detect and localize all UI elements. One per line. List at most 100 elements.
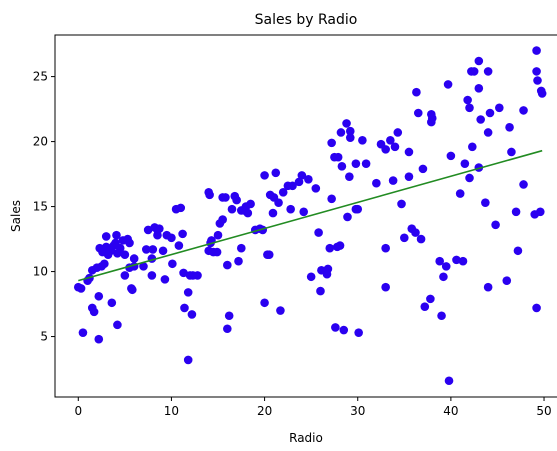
data-point-27 (120, 250, 130, 259)
data-point-167 (444, 376, 454, 386)
data-point-116 (325, 243, 335, 253)
data-point-158 (426, 294, 435, 304)
data-point-77 (224, 311, 234, 321)
data-point-1 (76, 284, 86, 293)
y-axis-label: Sales (9, 200, 23, 232)
data-point-2 (78, 328, 88, 337)
data-point-136 (358, 135, 367, 145)
data-point-144 (388, 176, 398, 185)
data-point-126 (339, 325, 349, 335)
data-point-122 (333, 152, 343, 162)
data-point-193 (511, 207, 521, 217)
data-point-170 (455, 189, 465, 198)
data-point-164 (439, 272, 448, 282)
data-point-153 (412, 87, 421, 97)
plot-area (73, 46, 547, 386)
x-axis: 0 10 20 30 40 50 (74, 397, 552, 418)
data-point-41 (148, 245, 158, 254)
data-point-45 (155, 224, 164, 233)
data-point-152 (411, 228, 420, 237)
data-point-173 (463, 95, 472, 105)
data-point-142 (381, 282, 390, 292)
data-point-156 (418, 164, 428, 174)
y-tick-label: 20 (33, 135, 48, 149)
data-point-87 (246, 199, 255, 209)
data-point-182 (476, 115, 485, 124)
data-point-149 (404, 147, 414, 157)
x-axis-label: Radio (289, 431, 323, 445)
data-point-123 (335, 241, 345, 250)
data-point-175 (465, 103, 474, 113)
data-point-81 (234, 256, 243, 266)
data-point-137 (361, 159, 371, 168)
data-point-202 (536, 207, 545, 217)
data-point-55 (179, 268, 188, 278)
data-point-165 (441, 262, 451, 271)
data-point-107 (299, 207, 309, 217)
data-point-174 (465, 173, 474, 183)
data-point-133 (351, 159, 361, 168)
data-point-129 (345, 172, 354, 181)
data-point-179 (474, 83, 484, 93)
y-axis: 5 10 15 20 25 (33, 70, 55, 344)
data-point-131 (345, 126, 355, 136)
data-point-58 (183, 355, 193, 365)
data-point-75 (223, 260, 232, 270)
data-point-49 (167, 233, 176, 243)
data-point-25 (115, 243, 125, 253)
plot-frame (54, 34, 557, 398)
data-point-56 (180, 303, 189, 313)
data-point-19 (107, 298, 117, 308)
data-point-192 (507, 147, 516, 157)
data-point-148 (400, 233, 409, 243)
data-point-162 (435, 256, 445, 266)
data-point-191 (505, 122, 514, 132)
data-point-92 (260, 298, 269, 308)
data-point-57 (183, 288, 193, 297)
data-point-76 (223, 324, 232, 334)
x-tick-label: 50 (536, 404, 551, 418)
data-point-104 (288, 181, 297, 191)
data-point-54 (178, 229, 187, 239)
data-point-91 (260, 171, 269, 180)
data-point-70 (213, 230, 223, 240)
data-point-150 (404, 172, 414, 181)
data-point-204 (537, 89, 547, 98)
data-point-64 (205, 190, 214, 200)
data-point-103 (286, 204, 295, 214)
data-point-38 (143, 225, 153, 235)
data-point-134 (353, 204, 363, 214)
data-point-109 (306, 272, 316, 282)
data-point-120 (331, 323, 340, 332)
data-point-44 (153, 230, 162, 240)
data-point-186 (483, 128, 493, 137)
data-point-171 (458, 256, 468, 266)
data-point-37 (141, 245, 151, 254)
data-point-157 (420, 302, 430, 311)
data-point-40 (147, 271, 157, 280)
data-point-15 (101, 232, 111, 241)
data-point-86 (243, 208, 253, 218)
x-tick-label: 30 (350, 404, 365, 418)
y-tick-label: 5 (40, 330, 48, 344)
data-point-14 (100, 259, 109, 269)
data-point-117 (327, 194, 336, 204)
data-point-200 (532, 67, 541, 76)
data-point-52 (174, 241, 184, 250)
data-point-199 (532, 46, 541, 55)
data-point-154 (413, 108, 423, 118)
data-point-74 (221, 193, 230, 202)
data-point-124 (336, 128, 346, 137)
data-point-105 (294, 177, 304, 187)
data-point-24 (113, 320, 122, 330)
data-point-98 (271, 168, 281, 178)
data-point-195 (519, 180, 528, 189)
data-point-130 (345, 133, 355, 142)
data-point-33 (128, 285, 137, 295)
data-point-53 (176, 203, 186, 213)
x-tick-label: 20 (257, 404, 272, 418)
regression-line (78, 149, 543, 282)
data-point-166 (443, 80, 453, 89)
data-point-60 (187, 310, 197, 319)
